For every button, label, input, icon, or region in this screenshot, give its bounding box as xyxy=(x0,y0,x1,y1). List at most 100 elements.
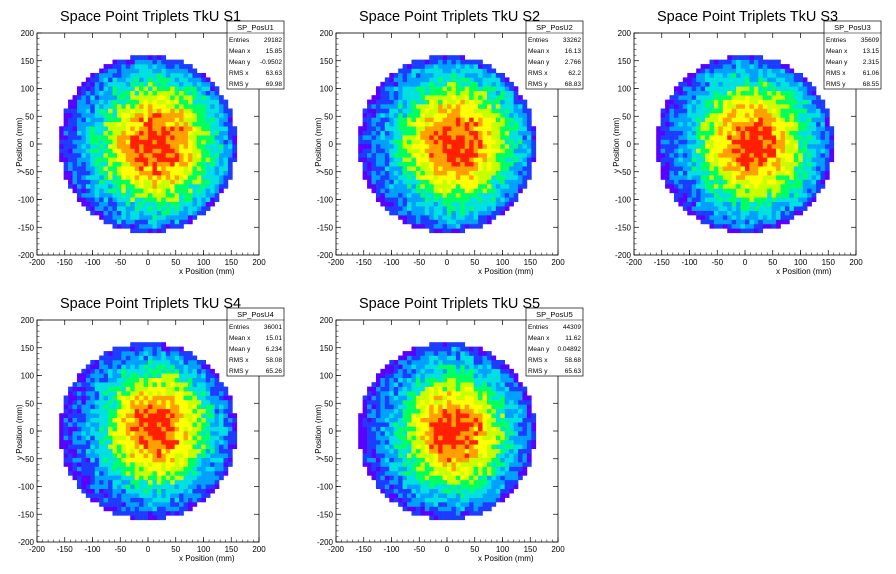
heatmap-bin xyxy=(121,188,127,194)
heatmap-bin xyxy=(753,175,759,180)
heatmap-bin xyxy=(429,99,434,105)
heatmap-bin xyxy=(402,77,408,83)
heatmap-bin xyxy=(451,183,457,189)
y-tick-label: 200 xyxy=(618,29,632,38)
heatmap-bin xyxy=(780,90,786,96)
heatmap-bin xyxy=(94,126,100,131)
heatmap-bin xyxy=(740,157,746,163)
heatmap-bin xyxy=(116,112,122,118)
heatmap-bin xyxy=(134,391,140,396)
heatmap-bin xyxy=(451,210,457,216)
heatmap-bin xyxy=(784,77,790,83)
heatmap-bin xyxy=(460,197,466,203)
heatmap-bin xyxy=(402,215,408,220)
heatmap-bin xyxy=(148,55,153,60)
heatmap-bin xyxy=(108,408,113,414)
heatmap-bin xyxy=(165,139,171,145)
heatmap-bin xyxy=(455,166,461,171)
heatmap-bin xyxy=(148,417,153,423)
heatmap-bin xyxy=(678,104,684,109)
heatmap-bin xyxy=(482,126,488,131)
heatmap-bin xyxy=(219,104,224,109)
heatmap-bin xyxy=(727,170,732,176)
heatmap-bin xyxy=(205,135,211,140)
heatmap-bin xyxy=(179,81,184,87)
heatmap-bin xyxy=(139,112,144,118)
heatmap-bin xyxy=(709,175,715,180)
heatmap-bin xyxy=(81,152,87,158)
heatmap-bin xyxy=(59,444,64,450)
heatmap-bin xyxy=(196,112,202,118)
heatmap-bin xyxy=(152,510,158,516)
heatmap-bin xyxy=(504,161,510,167)
heatmap-bin xyxy=(407,90,412,96)
heatmap-bin xyxy=(776,148,781,154)
heatmap-bin xyxy=(495,148,501,154)
heatmap-bin xyxy=(196,157,202,163)
heatmap-bin xyxy=(420,112,426,118)
heatmap-bin xyxy=(473,210,479,216)
heatmap-bin xyxy=(152,506,158,512)
heatmap-bin xyxy=(139,77,144,83)
heatmap-bin xyxy=(438,59,443,65)
heatmap-bin xyxy=(94,399,100,405)
heatmap-bin xyxy=(749,77,755,83)
heatmap-bin xyxy=(103,144,109,149)
heatmap-bin xyxy=(820,183,826,189)
heatmap-bin xyxy=(121,457,127,463)
heatmap-bin xyxy=(518,95,523,100)
heatmap-bin xyxy=(94,175,100,180)
heatmap-bin xyxy=(76,157,82,163)
heatmap-bin xyxy=(780,108,786,114)
chart-title: Space Point Triplets TkU S2 xyxy=(359,9,540,25)
heatmap-bin xyxy=(192,139,198,145)
heatmap-bin xyxy=(205,104,211,109)
chart-panel-3: Space Point Triplets TkU S3-200 -150 -100-… xyxy=(612,9,882,276)
heatmap-bin xyxy=(112,77,118,83)
heatmap-bin xyxy=(121,386,127,392)
heatmap-bin xyxy=(438,179,443,185)
heatmap-bin xyxy=(389,179,395,185)
heatmap-bin xyxy=(108,502,113,507)
heatmap-bin xyxy=(130,215,135,220)
heatmap-bin xyxy=(700,117,706,123)
stats-row-label: Mean x xyxy=(826,48,848,55)
heatmap-bin xyxy=(504,206,510,211)
heatmap-bin xyxy=(139,404,144,410)
heatmap-bin xyxy=(99,439,104,445)
heatmap-bin xyxy=(94,386,100,392)
heatmap-bin xyxy=(718,95,724,100)
heatmap-bin xyxy=(771,175,777,180)
heatmap-bin xyxy=(152,144,158,149)
heatmap-bin xyxy=(116,192,122,198)
heatmap-bin xyxy=(121,135,127,140)
heatmap-bin xyxy=(134,130,140,136)
stats-row-label: Entries xyxy=(528,37,549,44)
heatmap-bin xyxy=(152,59,158,65)
heatmap-bin xyxy=(460,90,466,96)
heatmap-bin xyxy=(130,470,135,476)
heatmap-bin xyxy=(656,148,661,154)
heatmap-bin xyxy=(130,166,135,171)
heatmap-bin xyxy=(76,192,82,198)
heatmap-bin xyxy=(482,175,488,180)
heatmap-bin xyxy=(116,426,122,432)
heatmap-bin xyxy=(771,135,777,140)
heatmap-bin xyxy=(139,64,144,69)
heatmap-bin xyxy=(94,157,100,163)
heatmap-bin xyxy=(460,104,466,109)
heatmap-bin xyxy=(678,99,684,105)
heatmap-bin xyxy=(116,479,122,485)
heatmap-bin xyxy=(673,135,679,140)
heatmap-bin xyxy=(673,90,679,96)
heatmap-bin xyxy=(125,391,131,396)
heatmap-bin xyxy=(68,386,73,392)
heatmap-bin xyxy=(678,95,684,100)
heatmap-bin xyxy=(139,368,144,374)
heatmap-bin xyxy=(509,188,514,194)
heatmap-bin xyxy=(464,188,470,194)
heatmap-bin xyxy=(753,192,759,198)
heatmap-bin xyxy=(442,188,448,194)
heatmap-bin xyxy=(174,99,180,105)
heatmap-bin xyxy=(139,448,144,454)
